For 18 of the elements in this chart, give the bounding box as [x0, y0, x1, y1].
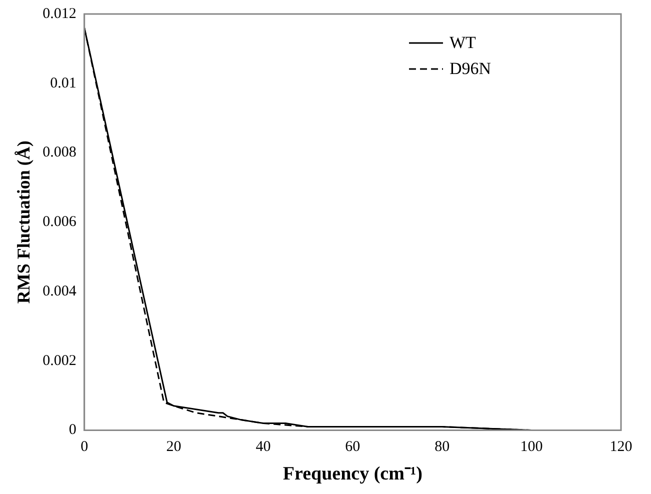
- y-tick-label: 0.004: [42, 283, 77, 300]
- x-tick-label: 20: [166, 439, 182, 456]
- y-tick-label: 0.002: [42, 352, 76, 369]
- y-tick-label: 0.012: [42, 6, 76, 22]
- x-tick-label: 80: [434, 439, 450, 456]
- x-tick-label: 100: [520, 439, 543, 456]
- y-axis-title: RMS Fluctuation (Å): [13, 140, 34, 304]
- legend-label: WT: [449, 32, 476, 54]
- x-tick-label: 0: [80, 439, 88, 456]
- y-tick-label: 0.006: [42, 214, 77, 230]
- y-tick-label: 0: [68, 422, 76, 438]
- x-tick-label: 40: [256, 439, 271, 456]
- x-axis-title: Frequency (cm⁻¹): [282, 464, 422, 485]
- x-tick-label: 60: [345, 439, 360, 456]
- y-tick-label: 0.008: [42, 144, 76, 161]
- x-tick-label: 120: [610, 439, 632, 456]
- y-tick-label: 0.01: [50, 75, 76, 92]
- legend-label: D96N: [449, 58, 491, 80]
